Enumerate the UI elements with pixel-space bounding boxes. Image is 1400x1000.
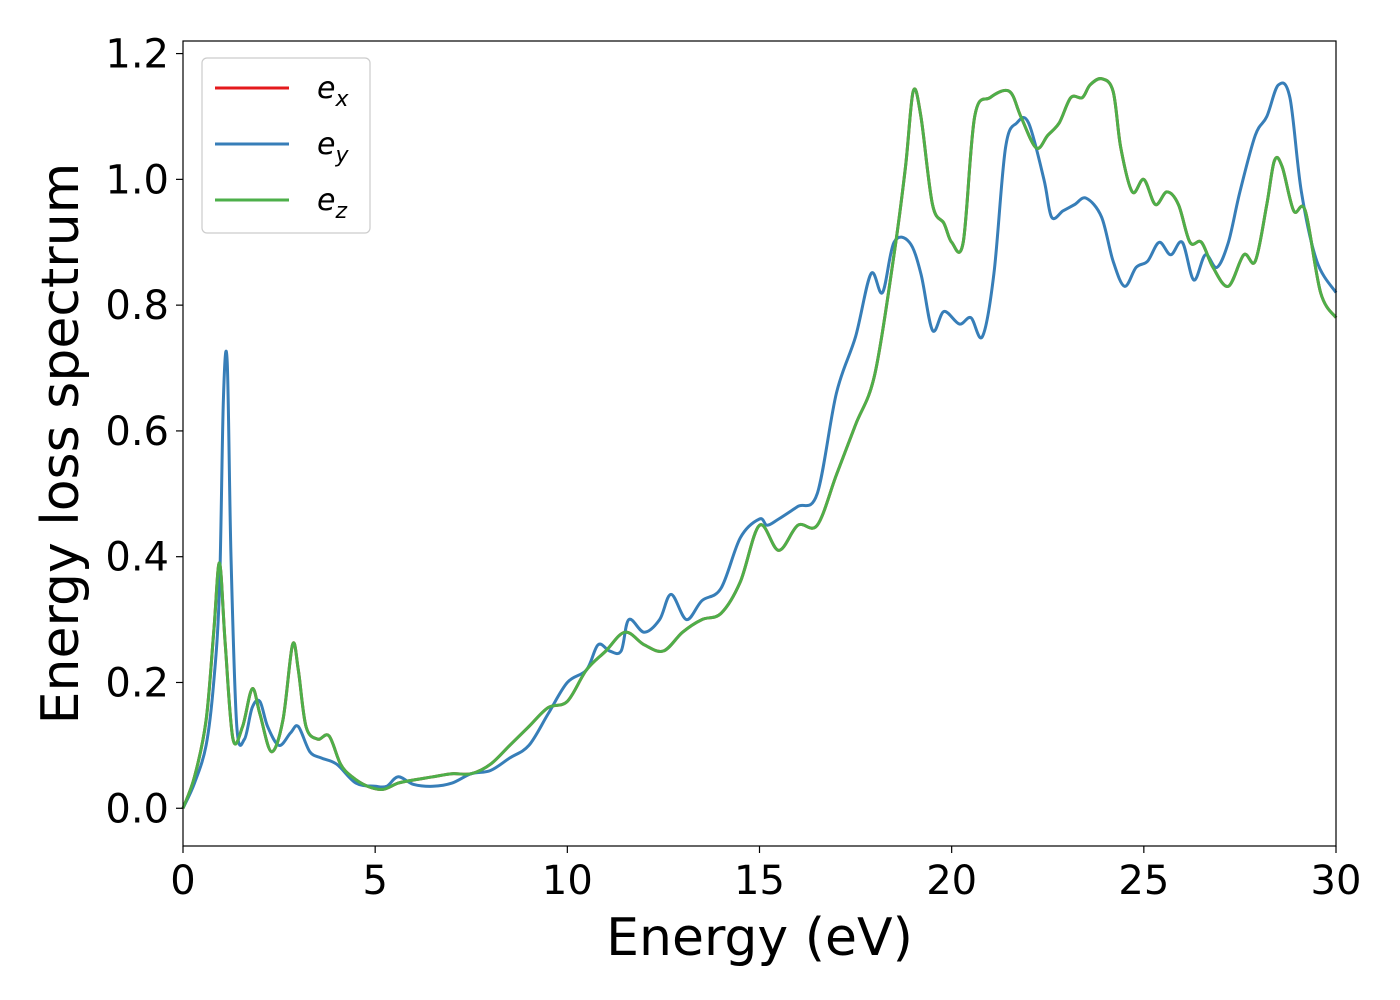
legend-entry-label: ez [317, 183, 347, 224]
x-tick-label: 0 [170, 858, 195, 904]
x-tick-label: 25 [1118, 858, 1169, 904]
x-tick-label: 10 [542, 858, 593, 904]
y-axis-ticks: 0.0 0.2 0.4 0.6 0.8 1.0 1.2 [105, 32, 183, 832]
legend-entry-name: e [317, 71, 335, 106]
x-axis-label: Energy (eV) [606, 908, 913, 968]
y-tick-label: 0.8 [105, 283, 169, 329]
legend-entry-subscript: x [334, 87, 349, 112]
y-tick-label: 1.0 [105, 157, 169, 203]
series-line-ey [181, 81, 1338, 809]
x-tick-label: 5 [362, 858, 387, 904]
legend-entry-label: ey [317, 127, 349, 168]
y-tick-label: 0.6 [105, 409, 169, 455]
legend-entry-subscript: z [334, 199, 347, 224]
y-tick-label: 1.2 [105, 32, 169, 78]
y-tick-label: 0.2 [105, 660, 169, 706]
legend-entry-subscript: y [334, 143, 349, 168]
y-tick-label: 0.4 [105, 535, 169, 581]
x-tick-label: 15 [734, 858, 785, 904]
legend-entry-name: e [317, 183, 335, 218]
series-line-ez [181, 77, 1338, 809]
x-tick-label: 20 [926, 858, 977, 904]
x-tick-label: 30 [1311, 858, 1362, 904]
x-axis-ticks: 0 5 10 15 20 25 30 [170, 846, 1361, 904]
series-layer [181, 77, 1338, 809]
y-tick-label: 0.0 [105, 786, 169, 832]
legend-entry-label: ex [317, 71, 349, 112]
y-axis-label: Energy loss spectrum [31, 163, 91, 725]
legend-entry-name: e [317, 127, 335, 162]
